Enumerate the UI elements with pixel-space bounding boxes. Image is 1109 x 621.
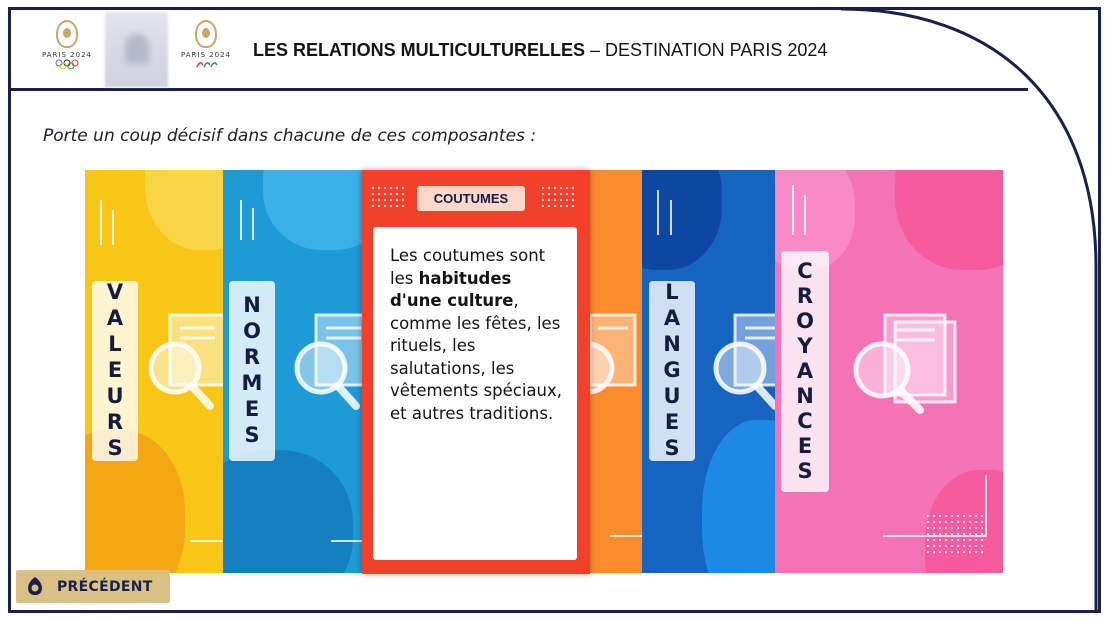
decorative-line <box>792 185 794 235</box>
paris-2024-paralympic-logo: PARIS 2024 <box>181 20 231 80</box>
blurred-logo <box>105 12 168 87</box>
card-normes[interactable]: NORMES <box>223 170 364 573</box>
card-label: LANGUES <box>649 280 695 462</box>
decorative-line <box>112 210 114 245</box>
title-bold: LES RELATIONS MULTICULTURELLES <box>253 40 585 60</box>
search-document-icon <box>588 313 637 395</box>
decorative-line <box>657 190 659 235</box>
card-label: VALEURS <box>92 280 138 462</box>
card-label-text: LANGUES <box>660 280 684 462</box>
flame-icon <box>25 576 45 598</box>
page-title: LES RELATIONS MULTICULTURELLES – DESTINA… <box>253 40 827 61</box>
card-decoration <box>263 170 364 250</box>
paralympic-agitos-icon <box>194 59 218 72</box>
description-bold: habitudes d'une culture <box>390 268 514 311</box>
logo-text: PARIS 2024 <box>42 51 92 59</box>
instruction-text: Porte un coup décisif dans chacune de ce… <box>43 126 537 146</box>
search-document-icon <box>294 313 364 410</box>
paris-2024-olympic-logo: PARIS 2024 <box>42 20 92 80</box>
card-orange-edge <box>588 170 644 573</box>
description-text: Les coutumes sont les <box>390 246 546 288</box>
card-label: CROYANCES <box>781 251 829 492</box>
decorative-dots <box>540 185 576 211</box>
decorative-arc <box>841 7 1098 613</box>
card-label: NORMES <box>229 281 275 461</box>
card-description: Les coutumes sont les habitudes d'une cu… <box>373 227 577 560</box>
previous-button-label: PRÉCÉDENT <box>57 578 153 595</box>
card-label-text: NORMES <box>240 293 264 449</box>
card-decoration <box>895 170 1003 270</box>
title-rest: – DESTINATION PARIS 2024 <box>584 40 828 60</box>
decorative-line <box>331 540 364 542</box>
card-label-text: VALEURS <box>103 280 127 462</box>
decorative-line <box>190 540 225 542</box>
description-text: , comme les fêtes, les rituels, les salu… <box>390 291 562 423</box>
search-document-icon <box>148 313 225 410</box>
search-document-icon <box>713 313 777 410</box>
card-decoration <box>702 420 777 573</box>
card-coutumes-active[interactable]: COUTUMES Les coutumes sont les habitudes… <box>362 170 590 574</box>
decorative-line <box>610 535 644 537</box>
card-croyances[interactable]: CROYANCES <box>775 170 1003 573</box>
card-tag: COUTUMES <box>417 186 525 211</box>
card-valeurs[interactable]: VALEURS <box>85 170 225 573</box>
card-decoration <box>145 170 225 250</box>
olympic-rings-icon <box>55 59 79 72</box>
card-langues[interactable]: LANGUES <box>642 170 777 573</box>
decorative-dots <box>925 513 985 557</box>
previous-button[interactable]: PRÉCÉDENT <box>16 570 170 603</box>
card-decoration <box>223 450 353 573</box>
decorative-line <box>670 200 672 235</box>
decorative-line <box>985 475 987 535</box>
decorative-dots <box>370 185 406 211</box>
slide-frame <box>8 7 1101 613</box>
decorative-line <box>100 200 102 245</box>
card-decoration <box>642 170 722 270</box>
flame-icon <box>195 20 217 48</box>
search-document-icon <box>853 313 957 414</box>
logo-text: PARIS 2024 <box>181 51 231 59</box>
card-label-text: CROYANCES <box>793 259 817 484</box>
decorative-line <box>804 195 806 235</box>
flame-icon <box>56 20 78 48</box>
header-divider <box>8 88 1028 91</box>
decorative-line <box>252 208 254 240</box>
decorative-line <box>240 200 242 240</box>
